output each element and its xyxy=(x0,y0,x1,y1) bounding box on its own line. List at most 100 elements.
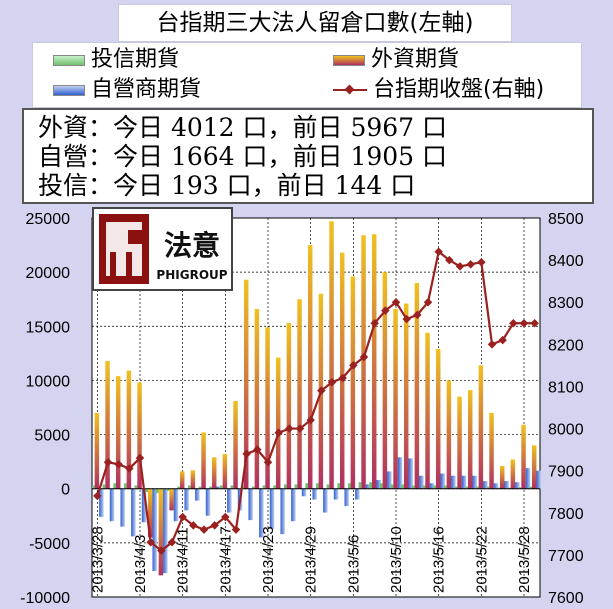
trust-bar xyxy=(283,484,287,489)
close-point xyxy=(349,361,358,370)
foreign-bar xyxy=(361,235,366,489)
trust-bar xyxy=(379,483,383,489)
foreign-bar xyxy=(457,396,462,489)
foreign-bar xyxy=(115,376,121,489)
chart-title: 台指期三大法人留倉口數(左軸) xyxy=(118,4,512,42)
dealer-bar xyxy=(205,488,211,516)
dealer-bar xyxy=(195,488,200,501)
trust-bar xyxy=(315,483,319,489)
close-point xyxy=(103,458,113,467)
dealer-bar xyxy=(269,488,275,529)
trust-bar xyxy=(209,486,212,489)
legend-label-trust: 投信期貨 xyxy=(91,47,180,72)
right-tick-label: 8300 xyxy=(548,295,584,312)
left-tick-label: -10000 xyxy=(20,590,70,607)
close-point xyxy=(413,310,422,320)
foreign-bar xyxy=(510,459,516,489)
dealer-bar xyxy=(152,488,157,572)
trust-bar xyxy=(507,487,511,489)
trust-bar xyxy=(433,485,436,489)
close-point xyxy=(445,255,454,265)
trust-bar xyxy=(198,486,202,489)
trust-bar xyxy=(390,484,394,489)
left-tick-label: 20000 xyxy=(26,265,71,282)
summary-box: 外資：今日 4012 口，前日 5967 口 自營：今日 1664 口，前日 1… xyxy=(22,108,594,204)
close-line-layer xyxy=(93,247,539,555)
foreign-bar xyxy=(158,488,164,576)
trust-bar xyxy=(262,485,266,489)
foreign-bar xyxy=(307,245,313,489)
close-point xyxy=(530,319,539,328)
legend-item-close: 台指期收盤(右軸) xyxy=(333,75,544,105)
legend-label-close: 台指期收盤(右軸) xyxy=(373,77,545,102)
close-point xyxy=(487,340,497,349)
legend-item-dealer: 自營商期貨 xyxy=(53,75,201,105)
foreign-bar xyxy=(382,272,388,489)
dealer-bar xyxy=(301,488,307,497)
left-tick-label: 5000 xyxy=(34,428,70,445)
dealer-bar xyxy=(216,486,221,489)
dealer-bar xyxy=(419,475,424,489)
trust-bar xyxy=(273,485,276,489)
logo-glyph: 法意 xyxy=(164,229,220,262)
foreign-bar xyxy=(147,488,153,538)
right-tick-label: 7800 xyxy=(548,506,584,523)
foreign-bar xyxy=(414,282,420,489)
foreign-bar xyxy=(265,327,270,489)
dealer-bar xyxy=(525,468,531,489)
legend-item-foreign: 外資期貨 xyxy=(333,45,459,75)
dealer-bar xyxy=(472,475,477,489)
trust-bar xyxy=(91,485,95,489)
dealer-bar xyxy=(312,488,317,500)
dealer-bar xyxy=(483,481,488,489)
trust-bar xyxy=(145,488,148,492)
dealer-bar xyxy=(461,475,467,489)
foreign-bar xyxy=(467,390,473,489)
close-point xyxy=(381,306,390,315)
foreign-bar xyxy=(243,279,249,489)
trust-bar xyxy=(326,484,330,489)
right-tick-label: 7700 xyxy=(548,548,584,565)
dealer-bar xyxy=(504,481,509,489)
trust-bar xyxy=(305,483,308,489)
close-point xyxy=(135,453,145,463)
summary-trust: 投信：今日 193 口，前日 144 口 xyxy=(38,171,416,200)
close-point xyxy=(274,428,283,438)
dealer-bar xyxy=(333,488,339,500)
foreign-bar xyxy=(222,454,228,489)
trust-bar xyxy=(486,486,490,489)
right-tick-label: 8500 xyxy=(548,211,584,228)
date-tick-label: 2013/4/29 xyxy=(303,526,320,593)
legend-label-dealer: 自營商期貨 xyxy=(91,77,202,102)
trust-bar xyxy=(166,488,170,491)
foreign-bar xyxy=(446,380,452,489)
right-tick-label: 8200 xyxy=(548,337,584,354)
close-point xyxy=(402,314,411,324)
foreign-bar xyxy=(297,299,302,489)
foreign-bar xyxy=(201,432,206,489)
trust-bar xyxy=(187,485,191,489)
trust-bar xyxy=(219,485,223,489)
foreign-bar xyxy=(94,412,100,489)
trust-bar xyxy=(497,487,500,489)
dealer-bar xyxy=(536,470,541,489)
dealer-bar xyxy=(280,488,285,535)
trust-bar xyxy=(155,488,159,494)
date-axis: 2013/3/28 2013/4/3 2013/4/11 2013/4/17 2013/… xyxy=(89,526,533,593)
date-tick-label: 2013/5/22 xyxy=(473,526,490,593)
foreign-bar xyxy=(403,303,409,489)
foreign-bar xyxy=(350,276,356,489)
trust-bar xyxy=(454,486,458,489)
dealer-bar xyxy=(429,483,435,489)
phigroup-logo: 法意 PHIGROUP xyxy=(92,207,233,291)
left-tick-label: 25000 xyxy=(26,211,71,228)
dealer-bar xyxy=(408,458,413,489)
trust-bar xyxy=(177,486,180,489)
legend-swatch-trust xyxy=(53,54,85,66)
dealer-bar xyxy=(141,488,147,523)
trust-bar xyxy=(443,485,447,489)
foreign-bar xyxy=(521,424,526,489)
close-point xyxy=(338,373,347,383)
foreign-bar xyxy=(233,401,238,489)
foreign-bar xyxy=(435,349,441,489)
